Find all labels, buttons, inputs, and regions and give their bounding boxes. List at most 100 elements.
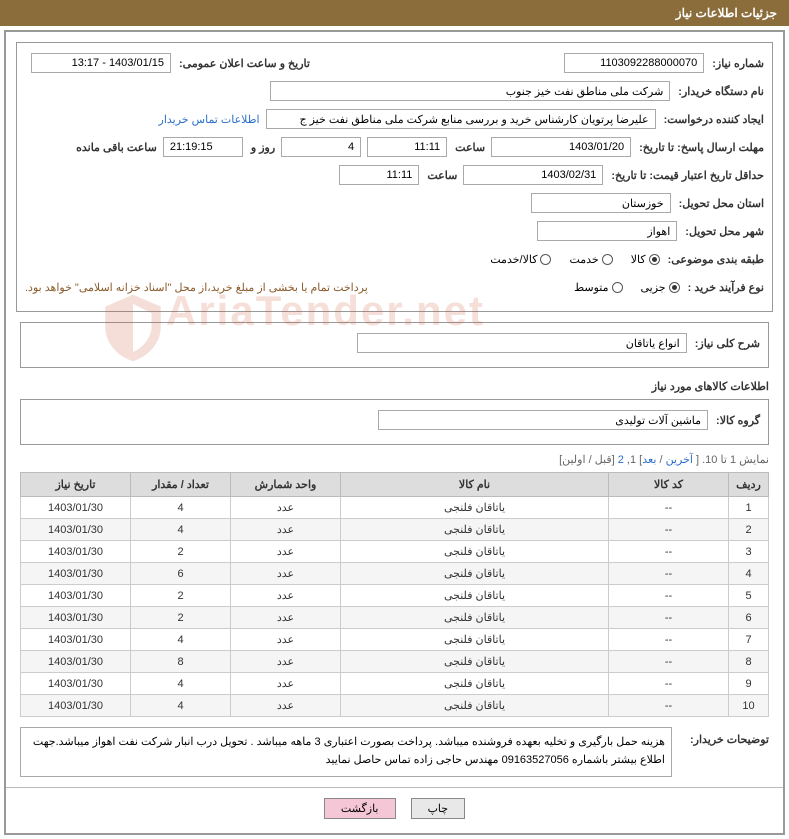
table-cell: 8	[131, 651, 231, 673]
goods-group-field: ماشین آلات تولیدی	[378, 410, 708, 430]
radio-both[interactable]: کالا/خدمت	[490, 253, 551, 266]
table-cell: عدد	[231, 541, 341, 563]
table-nav: نمایش 1 تا 10. [ آخرین / بعد] 1, 2 [قبل …	[20, 453, 769, 466]
table-cell: عدد	[231, 519, 341, 541]
nav-next-link[interactable]: بعد	[642, 454, 656, 466]
requester-label: ایجاد کننده درخواست:	[664, 113, 764, 126]
radio-both-label: کالا/خدمت	[490, 253, 537, 266]
table-cell: 1403/01/30	[21, 629, 131, 651]
radio-medium[interactable]: متوسط	[574, 281, 623, 294]
radio-goods[interactable]: کالا	[631, 253, 660, 266]
table-cell: 4	[131, 629, 231, 651]
table-cell: 6	[729, 607, 769, 629]
table-row: 7--یاتاقان فلنجیعدد41403/01/30	[21, 629, 769, 651]
nav-showing: نمایش 1 تا 10. [	[693, 454, 769, 466]
general-desc-panel: شرح کلی نیاز: انواع یاتاقان	[20, 322, 769, 368]
table-cell: 1	[729, 497, 769, 519]
table-cell: --	[609, 497, 729, 519]
radio-icon	[669, 282, 680, 293]
table-row: 10--یاتاقان فلنجیعدد41403/01/30	[21, 695, 769, 717]
table-cell: عدد	[231, 585, 341, 607]
goods-section-title: اطلاعات کالاهای مورد نیاز	[20, 380, 769, 393]
row-category: طبقه بندی موضوعی: کالا خدمت کالا/خدمت	[25, 247, 764, 271]
buyer-org-field: شرکت ملی مناطق نفت خیز جنوب	[270, 81, 670, 101]
radio-small[interactable]: جزیی	[641, 281, 680, 294]
radio-service[interactable]: خدمت	[569, 253, 612, 266]
table-cell: عدد	[231, 563, 341, 585]
radio-medium-label: متوسط	[574, 281, 609, 294]
table-cell: 4	[131, 695, 231, 717]
table-col-header: تاریخ نیاز	[21, 473, 131, 497]
table-cell: --	[609, 563, 729, 585]
footer-buttons: چاپ بازگشت	[6, 787, 783, 833]
table-cell: 10	[729, 695, 769, 717]
table-cell: عدد	[231, 673, 341, 695]
table-cell: 1403/01/30	[21, 519, 131, 541]
city-field: اهواز	[537, 221, 677, 241]
table-cell: 4	[131, 497, 231, 519]
row-buyer-org: نام دستگاه خریدار: شرکت ملی مناطق نفت خی…	[25, 79, 764, 103]
table-cell: --	[609, 585, 729, 607]
validity-label: حداقل تاریخ اعتبار قیمت: تا تاریخ:	[611, 169, 764, 182]
validity-time-label: ساعت	[427, 169, 457, 182]
table-cell: یاتاقان فلنجی	[341, 497, 609, 519]
table-cell: 1403/01/30	[21, 585, 131, 607]
table-cell: عدد	[231, 497, 341, 519]
table-cell: 6	[131, 563, 231, 585]
table-cell: یاتاقان فلنجی	[341, 563, 609, 585]
need-number-label: شماره نیاز:	[712, 57, 764, 70]
radio-icon	[602, 254, 613, 265]
back-button[interactable]: بازگشت	[324, 798, 396, 819]
table-row: 8--یاتاقان فلنجیعدد81403/01/30	[21, 651, 769, 673]
table-cell: --	[609, 629, 729, 651]
table-cell: عدد	[231, 607, 341, 629]
table-cell: یاتاقان فلنجی	[341, 519, 609, 541]
table-col-header: ردیف	[729, 473, 769, 497]
table-row: 9--یاتاقان فلنجیعدد41403/01/30	[21, 673, 769, 695]
table-cell: یاتاقان فلنجی	[341, 651, 609, 673]
row-requester: ایجاد کننده درخواست: علیرضا پرتویان کارش…	[25, 107, 764, 131]
days-count-field: 4	[281, 137, 361, 157]
table-cell: 8	[729, 651, 769, 673]
table-row: 2--یاتاقان فلنجیعدد41403/01/30	[21, 519, 769, 541]
table-cell: عدد	[231, 629, 341, 651]
row-general-desc: شرح کلی نیاز: انواع یاتاقان	[29, 331, 760, 355]
table-cell: یاتاقان فلنجی	[341, 607, 609, 629]
table-cell: یاتاقان فلنجی	[341, 673, 609, 695]
print-button[interactable]: چاپ	[411, 798, 466, 819]
table-col-header: تعداد / مقدار	[131, 473, 231, 497]
table-row: 4--یاتاقان فلنجیعدد61403/01/30	[21, 563, 769, 585]
table-header-row: ردیفکد کالانام کالاواحد شمارشتعداد / مقد…	[21, 473, 769, 497]
row-province: استان محل تحویل: خوزستان	[25, 191, 764, 215]
table-row: 5--یاتاقان فلنجیعدد21403/01/30	[21, 585, 769, 607]
requester-field: علیرضا پرتویان کارشناس خرید و بررسی مناب…	[266, 109, 656, 129]
radio-icon	[540, 254, 551, 265]
city-label: شهر محل تحویل:	[685, 225, 764, 238]
buyer-notes-label: توضیحات خریدار:	[690, 727, 769, 746]
category-radio-group: کالا خدمت کالا/خدمت	[490, 253, 659, 266]
table-cell: --	[609, 651, 729, 673]
radio-small-label: جزیی	[641, 281, 666, 294]
treasury-note: پرداخت تمام یا بخشی از مبلغ خرید،از محل …	[25, 281, 368, 294]
row-need-number: شماره نیاز: 1103092288000070 تاریخ و ساع…	[25, 51, 764, 75]
buyer-org-label: نام دستگاه خریدار:	[678, 85, 764, 98]
nav-last-link[interactable]: آخرین	[666, 454, 693, 466]
province-field: خوزستان	[531, 193, 671, 213]
buyer-contact-link[interactable]: اطلاعات تماس خریدار	[159, 113, 260, 126]
need-number-field: 1103092288000070	[564, 53, 704, 73]
page-header: جزئیات اطلاعات نیاز	[0, 0, 789, 26]
province-label: استان محل تحویل:	[679, 197, 764, 210]
table-cell: 2	[131, 607, 231, 629]
goods-group-label: گروه کالا:	[716, 414, 760, 427]
deadline-label: مهلت ارسال پاسخ: تا تاریخ:	[639, 141, 764, 154]
public-dt-field: 1403/01/15 - 13:17	[31, 53, 171, 73]
table-cell: 1403/01/30	[21, 695, 131, 717]
table-cell: --	[609, 607, 729, 629]
table-cell: یاتاقان فلنجی	[341, 585, 609, 607]
row-process: نوع فرآیند خرید : جزیی متوسط پرداخت تمام…	[25, 275, 764, 299]
table-col-header: کد کالا	[609, 473, 729, 497]
table-cell: --	[609, 695, 729, 717]
table-cell: 1403/01/30	[21, 651, 131, 673]
validity-time-field: 11:11	[339, 165, 419, 185]
buyer-notes-row: توضیحات خریدار: هزینه حمل بارگیری و تخلی…	[20, 727, 769, 777]
